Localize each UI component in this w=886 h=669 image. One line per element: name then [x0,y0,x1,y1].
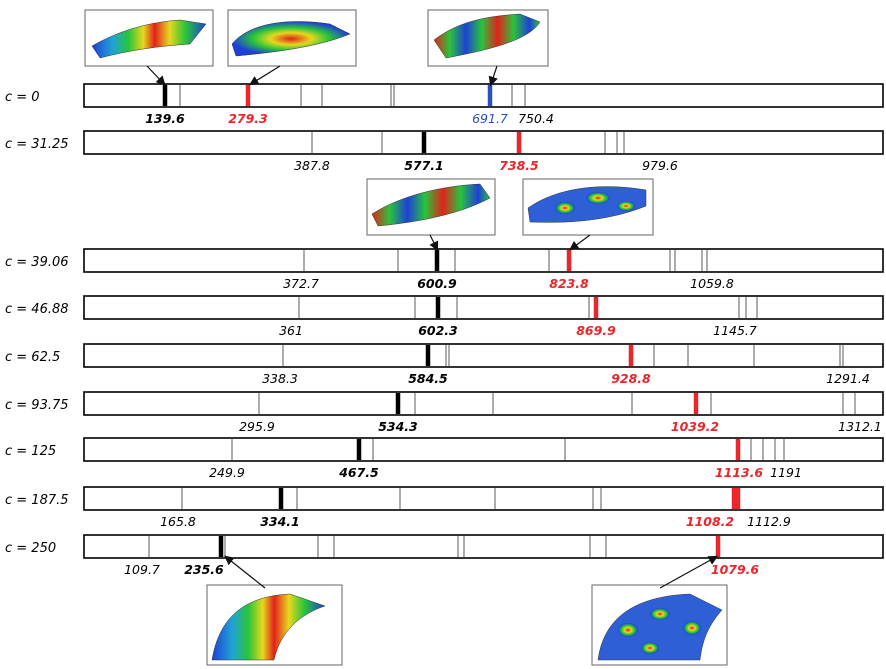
mode-shape-inset-3 [427,9,549,67]
frequency-value: 109.7 [124,562,160,577]
frequency-value: 372.7 [283,276,319,291]
arrow-4 [429,234,439,252]
frequency-value: 279.3 [228,111,268,126]
frequency-value: 1145.7 [713,323,757,338]
frequency-value: 235.6 [184,562,224,577]
frequency-value: 691.7 [472,111,508,126]
frequency-value: 467.5 [338,465,379,480]
frequency-value: 338.3 [262,371,298,386]
row-label: c = 250 [5,541,56,556]
row-label: c = 93.75 [5,398,69,413]
frequency-value: 1039.2 [671,419,719,434]
spectrum-row-2: c = 31.25 387.8 577.1 738.5 979.6 [5,130,884,173]
frequency-value: 738.5 [499,158,539,173]
frequency-value: 750.4 [518,111,554,126]
spectrum-row-8: c = 187.5 165.8 334.1 1108.2 1112.9 [5,486,884,529]
arrow-1 [146,65,166,86]
arrow-7 [659,555,719,589]
frequency-value: 334.1 [260,514,300,529]
mode-shape-inset-1 [84,9,214,67]
frequency-value: 361 [279,323,303,338]
frequency-value: 1059.8 [690,276,734,291]
spectrum-row-6: c = 93.75 295.9 534.3 1039.2 1312.1 [5,391,884,434]
frequency-value: 249.9 [209,465,245,480]
row-label: c = 62.5 [5,350,60,365]
spectrum-row-3: c = 39.06 372.7 600.9 823.8 1059.8 [5,248,884,291]
row-label: c = 31.25 [5,137,69,152]
mode-shape-inset-4 [366,178,496,236]
arrow-2 [248,65,281,86]
mode-shape-inset-6 [206,584,343,666]
frequency-value: 584.5 [408,371,448,386]
mode-shape-inset-2 [227,9,357,67]
frequency-bar [83,391,884,416]
frequency-value: 1112.9 [747,514,791,529]
frequency-bar [83,486,884,511]
spectrum-row-9: c = 250 109.7 235.6 1079.6 [5,534,884,577]
arrow-3 [488,65,498,87]
row-label: c = 39.06 [5,255,69,270]
row-label: c = 187.5 [5,493,69,508]
frequency-value: 600.9 [417,276,457,291]
frequency-bar [83,343,884,368]
frequency-bar [83,83,884,108]
frequency-value: 1291.4 [826,371,870,386]
frequency-value: 577.1 [404,158,444,173]
frequency-bar [83,130,884,155]
mode-shape-inset-5 [522,178,654,236]
frequency-bar [83,534,884,559]
row-label: c = 125 [5,444,56,459]
frequency-value: 1191 [770,465,802,480]
spectrum-rows: c = 0 139.6 279.3 691.7 750.4 c = 31.25 387.8 5… [5,83,884,577]
arrow-5 [569,234,591,251]
frequency-value: 1108.2 [686,514,734,529]
frequency-bar [83,248,884,273]
spectrum-row-5: c = 62.5 338.3 584.5 928.8 1291.4 [5,343,884,386]
frequency-value: 387.8 [294,158,330,173]
pointer-arrows [146,65,719,589]
frequency-value: 602.3 [418,323,458,338]
frequency-value: 979.6 [642,158,678,173]
arrow-6 [224,555,266,589]
frequency-value: 534.3 [378,419,418,434]
spectrum-row-1: c = 0 139.6 279.3 691.7 750.4 [5,83,884,126]
frequency-value: 928.8 [611,371,651,386]
frequency-value: 295.9 [239,419,275,434]
frequency-value: 869.9 [576,323,616,338]
row-label: c = 0 [5,90,40,105]
spectrum-row-4: c = 46.88 361 602.3 869.9 1145.7 [5,295,884,338]
frequency-value: 823.8 [549,276,589,291]
frequency-value: 1113.6 [715,465,764,480]
frequency-value: 165.8 [160,514,196,529]
frequency-bar [83,295,884,320]
frequency-bar [83,437,884,462]
row-label: c = 46.88 [5,302,69,317]
frequency-value: 1079.6 [711,562,760,577]
spectrum-row-7: c = 125 249.9 467.5 1113.6 1191 [5,437,884,480]
mode-shape-inset-7 [591,584,728,666]
frequency-value: 139.6 [145,111,185,126]
frequency-value: 1312.1 [838,419,882,434]
